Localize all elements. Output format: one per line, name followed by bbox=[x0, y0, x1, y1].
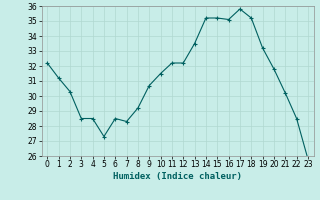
X-axis label: Humidex (Indice chaleur): Humidex (Indice chaleur) bbox=[113, 172, 242, 181]
